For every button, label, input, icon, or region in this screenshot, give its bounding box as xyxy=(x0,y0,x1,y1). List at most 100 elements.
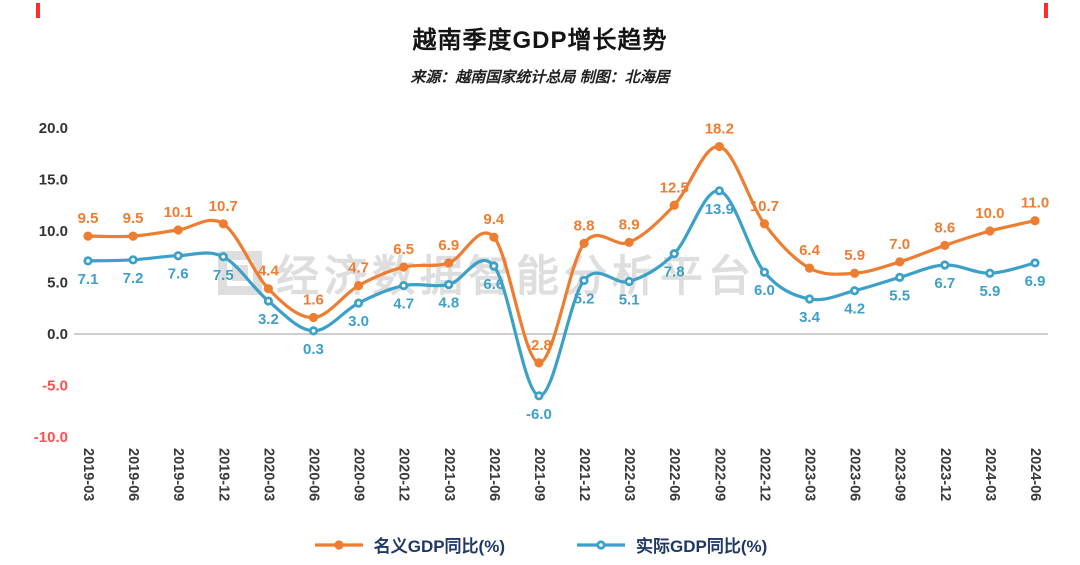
nominal-gdp-data-label: 11.0 xyxy=(1021,195,1049,212)
nominal-gdp-marker xyxy=(579,238,589,248)
real-gdp-data-label: 5.9 xyxy=(979,283,1000,300)
x-axis-label: 2023-09 xyxy=(892,448,908,501)
x-axis-label: 2022-12 xyxy=(756,448,772,501)
nominal-gdp-marker xyxy=(624,237,634,247)
chart-legend: 名义GDP同比(%) 实际GDP同比(%) xyxy=(0,532,1080,557)
x-axis-label: 2019-12 xyxy=(215,448,231,501)
real-gdp-data-label: 5.5 xyxy=(889,287,910,304)
nominal-gdp-marker xyxy=(714,141,724,152)
legend-label-real-gdp: 实际GDP同比(%) xyxy=(636,537,768,556)
nominal-gdp-data-label: 7.0 xyxy=(889,236,910,253)
x-axis-label: 2022-03 xyxy=(621,448,637,501)
real-gdp-data-label: 7.1 xyxy=(78,271,99,288)
nominal-gdp-line-swatch-icon xyxy=(314,539,363,550)
nominal-gdp-series-line xyxy=(86,144,1037,365)
legend-label-nominal-gdp: 名义GDP同比(%) xyxy=(373,537,505,556)
chart-source-note: 来源：越南国家统计总局 制图：北海居 xyxy=(410,69,670,86)
nominal-gdp-marker xyxy=(895,257,905,267)
real-gdp-data-label: 3.0 xyxy=(348,313,369,330)
nominal-gdp-marker xyxy=(940,240,950,251)
real-gdp-marker-core xyxy=(221,254,226,259)
nominal-gdp-data-label: 10.1 xyxy=(164,204,193,221)
real-gdp-marker-core xyxy=(897,275,902,280)
x-axis-label: 2022-06 xyxy=(666,448,682,501)
nominal-gdp-marker xyxy=(444,258,454,268)
x-axis-label: 2019-03 xyxy=(80,448,96,501)
nominal-gdp-data-label: 6.9 xyxy=(438,237,459,254)
legend-item-real-gdp: 实际GDP同比(%) xyxy=(575,532,767,557)
nominal-gdp-data-label: -2.8 xyxy=(526,337,552,354)
nominal-gdp-data-label: 6.5 xyxy=(393,241,414,258)
nominal-gdp-data-label: 9.4 xyxy=(483,211,505,228)
nominal-gdp-data-label: 18.2 xyxy=(705,121,734,138)
y-tick-label: 20.0 xyxy=(39,120,68,137)
nominal-gdp-marker xyxy=(353,280,364,291)
real-gdp-marker-core xyxy=(356,301,361,305)
y-tick-label: 5.0 xyxy=(47,275,68,292)
red-crop-mark-right xyxy=(1044,3,1048,18)
nominal-gdp-marker xyxy=(985,226,995,236)
x-axis-label: 2020-06 xyxy=(305,448,321,501)
real-gdp-line-swatch-icon xyxy=(577,539,625,550)
x-axis-label: 2023-03 xyxy=(802,448,818,501)
nominal-gdp-data-label: 5.9 xyxy=(844,247,865,264)
real-gdp-data-label: 6.6 xyxy=(483,276,504,293)
nominal-gdp-marker xyxy=(128,231,138,241)
nominal-gdp-marker xyxy=(173,225,183,235)
nominal-gdp-marker xyxy=(263,284,273,294)
nominal-gdp-data-label: 10.7 xyxy=(750,198,779,215)
real-gdp-marker-core xyxy=(492,264,496,268)
nominal-gdp-data-label: 8.8 xyxy=(574,217,595,234)
y-tick-label: -10.0 xyxy=(34,429,68,446)
nominal-gdp-marker xyxy=(489,232,499,242)
x-axis-label: 2022-09 xyxy=(711,448,727,501)
nominal-gdp-data-label: 4.4 xyxy=(258,263,280,280)
nominal-gdp-marker xyxy=(218,219,228,229)
real-gdp-marker-core xyxy=(717,189,722,193)
real-gdp-marker-core xyxy=(446,282,451,287)
real-gdp-data-label: 13.9 xyxy=(705,201,734,218)
real-gdp-data-label: 5.2 xyxy=(574,290,595,307)
real-gdp-data-label: 3.4 xyxy=(799,309,821,326)
real-gdp-marker-core xyxy=(627,279,631,284)
nominal-gdp-marker xyxy=(534,358,544,368)
real-gdp-data-label: 4.7 xyxy=(393,296,414,313)
x-axis-label: 2021-06 xyxy=(486,448,502,501)
nominal-gdp-marker xyxy=(759,219,770,229)
nominal-gdp-data-label: 9.5 xyxy=(78,210,99,227)
nominal-gdp-marker xyxy=(1030,216,1040,226)
chart-title: 越南季度GDP增长趋势 xyxy=(412,27,668,54)
real-gdp-marker-core xyxy=(401,283,406,288)
nominal-gdp-data-label: 10.7 xyxy=(209,198,238,215)
x-axis-label: 2020-12 xyxy=(396,448,412,501)
real-gdp-marker-core xyxy=(852,288,857,293)
real-gdp-marker-core xyxy=(266,299,271,303)
nominal-gdp-marker xyxy=(308,312,319,323)
real-gdp-marker-core xyxy=(311,329,316,333)
nominal-gdp-data-label: 8.9 xyxy=(619,216,640,233)
nominal-gdp-data-label: 10.0 xyxy=(975,205,1004,222)
real-gdp-marker-core xyxy=(943,263,947,267)
real-gdp-data-label: 7.8 xyxy=(664,264,685,281)
x-axis-label: 2020-03 xyxy=(260,448,276,501)
x-axis-label: 2023-06 xyxy=(847,448,863,501)
real-gdp-data-label: 4.2 xyxy=(844,301,865,318)
nominal-gdp-data-label: 1.6 xyxy=(303,292,324,309)
y-tick-label: 10.0 xyxy=(39,223,68,240)
real-gdp-data-label: 6.0 xyxy=(754,282,775,299)
real-gdp-marker-core xyxy=(176,253,180,258)
real-gdp-marker-core xyxy=(807,297,812,301)
real-gdp-data-label: 7.2 xyxy=(123,270,144,287)
nominal-gdp-data-label: 6.4 xyxy=(799,242,821,259)
real-gdp-data-label: 7.5 xyxy=(213,267,234,284)
real-gdp-marker-core xyxy=(131,258,135,262)
y-tick-label: -5.0 xyxy=(42,378,68,395)
x-axis-label: 2019-06 xyxy=(125,448,141,501)
nominal-gdp-marker xyxy=(399,262,409,272)
real-gdp-data-label: 4.8 xyxy=(438,295,459,312)
nominal-gdp-marker xyxy=(83,231,93,241)
real-gdp-marker-core xyxy=(582,278,586,283)
red-crop-mark-left xyxy=(36,3,40,18)
x-axis-label: 2024-06 xyxy=(1027,448,1043,501)
